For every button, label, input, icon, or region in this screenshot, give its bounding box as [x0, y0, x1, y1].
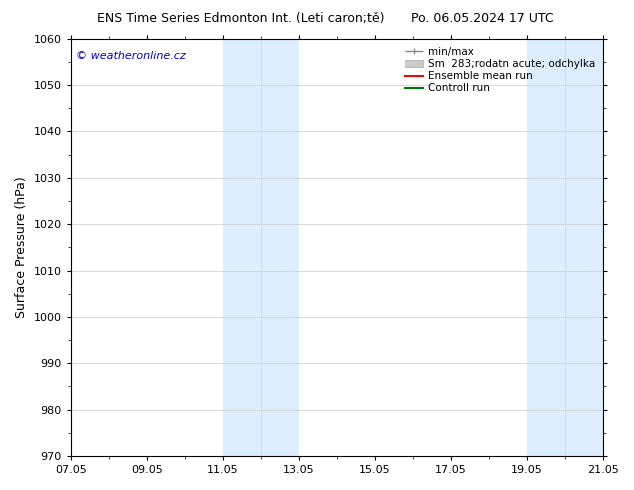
Text: Po. 06.05.2024 17 UTC: Po. 06.05.2024 17 UTC	[411, 12, 553, 25]
Legend: min/max, Sm  283;rodatn acute; odchylka, Ensemble mean run, Controll run: min/max, Sm 283;rodatn acute; odchylka, …	[401, 44, 598, 97]
Bar	[223, 39, 261, 456]
Bar	[261, 39, 299, 456]
Y-axis label: Surface Pressure (hPa): Surface Pressure (hPa)	[15, 176, 28, 318]
Bar	[527, 39, 565, 456]
Bar	[565, 39, 603, 456]
Text: ENS Time Series Edmonton Int. (Leti caron;tě): ENS Time Series Edmonton Int. (Leti caro…	[97, 12, 385, 25]
Text: © weatheronline.cz: © weatheronline.cz	[76, 51, 186, 61]
